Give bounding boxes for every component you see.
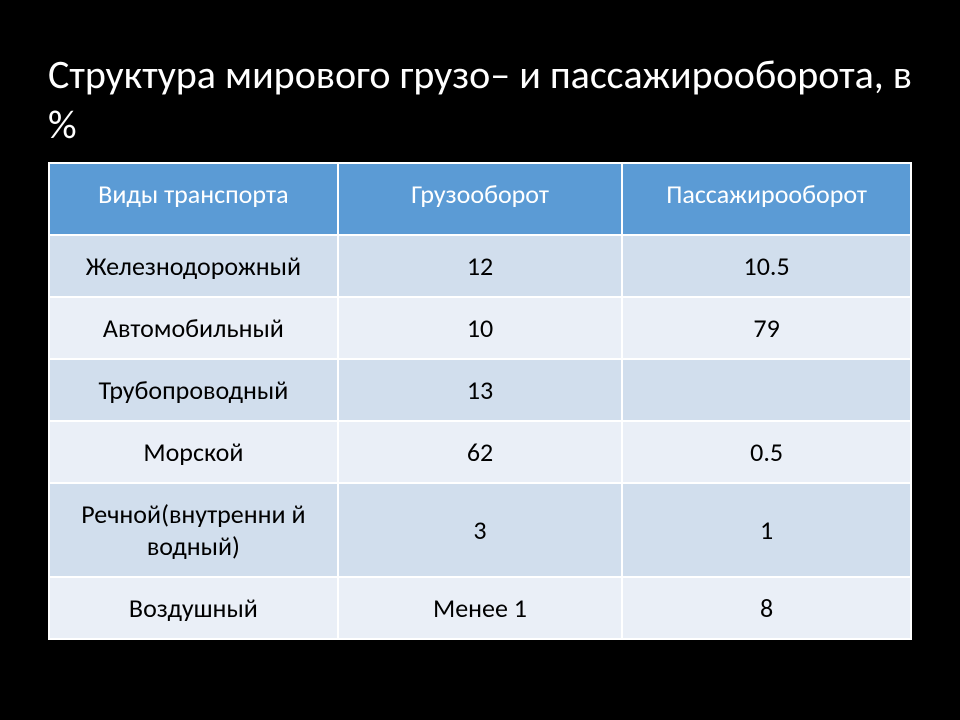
table-body: Железнодорожный 12 10.5 Автомобильный 10… [49, 235, 911, 639]
table-header-row: Виды транспорта Грузооборот Пассажирообо… [49, 163, 911, 235]
cell-passenger: 79 [622, 297, 911, 359]
cell-type: Морской [49, 421, 338, 483]
cell-freight: Менее 1 [338, 577, 622, 639]
page-title: Структура мирового грузо– и пассажирообо… [48, 50, 912, 150]
table-row: Автомобильный 10 79 [49, 297, 911, 359]
cell-freight: 3 [338, 483, 622, 577]
cell-freight: 10 [338, 297, 622, 359]
slide-container: Структура мирового грузо– и пассажирообо… [0, 0, 960, 640]
cell-passenger [622, 359, 911, 421]
table-row: Морской 62 0.5 [49, 421, 911, 483]
cell-type: Воздушный [49, 577, 338, 639]
cell-type: Железнодорожный [49, 235, 338, 297]
cell-freight: 12 [338, 235, 622, 297]
cell-passenger: 8 [622, 577, 911, 639]
cell-type: Речной(внутренни й водный) [49, 483, 338, 577]
column-header-passenger: Пассажирооборот [622, 163, 911, 235]
column-header-freight: Грузооборот [338, 163, 622, 235]
cell-freight: 62 [338, 421, 622, 483]
cell-type: Автомобильный [49, 297, 338, 359]
table-row: Речной(внутренни й водный) 3 1 [49, 483, 911, 577]
table-row: Воздушный Менее 1 8 [49, 577, 911, 639]
cell-passenger: 1 [622, 483, 911, 577]
cell-passenger: 10.5 [622, 235, 911, 297]
column-header-type: Виды транспорта [49, 163, 338, 235]
table-row: Железнодорожный 12 10.5 [49, 235, 911, 297]
cell-type: Трубопроводный [49, 359, 338, 421]
cell-passenger: 0.5 [622, 421, 911, 483]
transport-table: Виды транспорта Грузооборот Пассажирообо… [48, 162, 912, 640]
table-row: Трубопроводный 13 [49, 359, 911, 421]
cell-freight: 13 [338, 359, 622, 421]
